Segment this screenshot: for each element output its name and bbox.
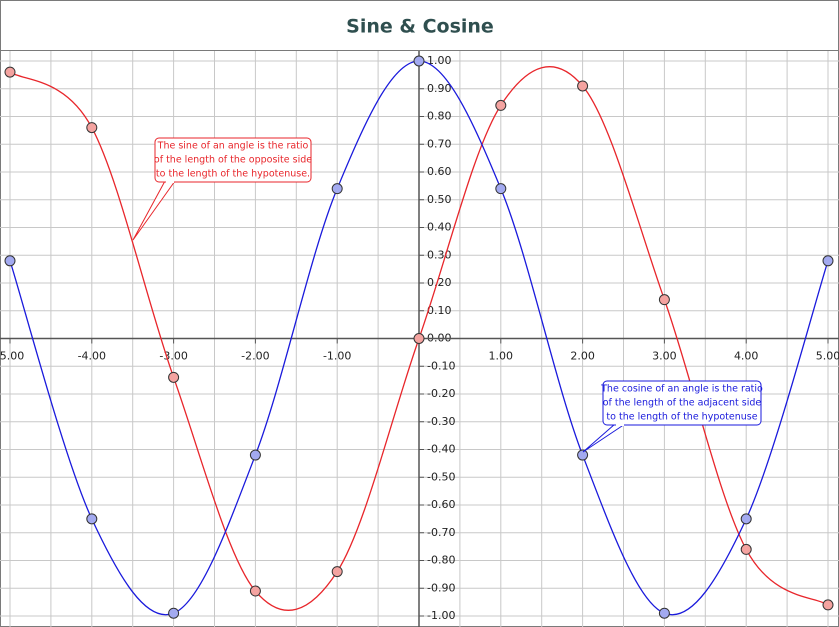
x-tick-label: 3.00 <box>652 350 677 363</box>
callout-cover <box>616 423 624 426</box>
y-tick-label: 0.70 <box>427 137 452 150</box>
callout-text: of the length of the adjacent side <box>603 398 762 409</box>
marker <box>86 513 98 525</box>
y-tick-label: -0.10 <box>427 359 455 372</box>
marker <box>822 255 834 267</box>
marker <box>4 66 16 78</box>
callout-box <box>602 380 762 426</box>
y-tick-label: 0.30 <box>427 248 452 261</box>
chart-title: Sine & Cosine <box>346 16 494 38</box>
y-tick-label: -0.30 <box>427 415 455 428</box>
x-tick-label: 1.00 <box>489 350 514 363</box>
x-tick-label: 4.00 <box>734 350 759 363</box>
marker <box>249 585 261 597</box>
callout-text: of the length of the opposite side <box>154 155 312 166</box>
y-tick-label: 0.60 <box>427 165 452 178</box>
y-tick-label: -0.50 <box>427 470 455 483</box>
marker <box>577 80 589 92</box>
marker <box>495 183 507 195</box>
marker <box>740 543 752 555</box>
x-tick-label: -5.00 <box>0 350 24 363</box>
marker <box>168 607 180 619</box>
x-tick-label: 5.00 <box>816 350 839 363</box>
marker <box>249 449 261 461</box>
callout-text: The cosine of an angle is the ratio <box>600 384 763 395</box>
marker <box>168 371 180 383</box>
x-tick-label: -3.00 <box>159 350 187 363</box>
marker <box>577 449 589 461</box>
callout-pointer <box>582 423 626 453</box>
y-tick-label: 0.10 <box>427 304 452 317</box>
callout-cover <box>166 180 174 183</box>
y-tick-label: -1.00 <box>427 609 455 622</box>
marker <box>658 607 670 619</box>
marker <box>331 566 343 578</box>
marker <box>822 599 834 611</box>
y-tick-label: -0.40 <box>427 443 455 456</box>
x-tick-label: 2.00 <box>570 350 595 363</box>
y-tick-label: -0.80 <box>427 554 455 567</box>
callout-text: to the length of the hypotenuse. <box>156 169 310 180</box>
y-tick-label: 0.90 <box>427 82 452 95</box>
callout-box <box>154 137 312 183</box>
plot: The sine of an angle is the ratio of the … <box>4 55 834 619</box>
marker <box>331 183 343 195</box>
x-tick-label: -2.00 <box>241 350 269 363</box>
y-tick-label: 0.50 <box>427 193 452 206</box>
marker <box>413 333 425 344</box>
marker <box>658 294 670 306</box>
y-tick-label: -0.90 <box>427 581 455 594</box>
x-tick-label: -4.00 <box>78 350 106 363</box>
y-tick-label: -0.60 <box>427 498 455 511</box>
marker <box>495 99 507 111</box>
marker <box>4 255 16 267</box>
y-tick-label: -0.20 <box>427 387 455 400</box>
y-tick-label: 1.00 <box>427 54 452 67</box>
callout-pointer <box>132 180 176 241</box>
y-tick-label: 0.40 <box>427 221 452 234</box>
y-tick-label: 0.20 <box>427 276 452 289</box>
y-tick-label: -0.70 <box>427 526 455 539</box>
marker <box>86 122 98 134</box>
callout-text: to the length of the hypotenuse <box>606 412 757 423</box>
marker <box>413 55 425 67</box>
x-tick-label: -1.00 <box>323 350 351 363</box>
y-tick-label: 0.80 <box>427 110 452 123</box>
callout-text: The sine of an angle is the ratio <box>157 141 309 152</box>
marker <box>740 513 752 525</box>
